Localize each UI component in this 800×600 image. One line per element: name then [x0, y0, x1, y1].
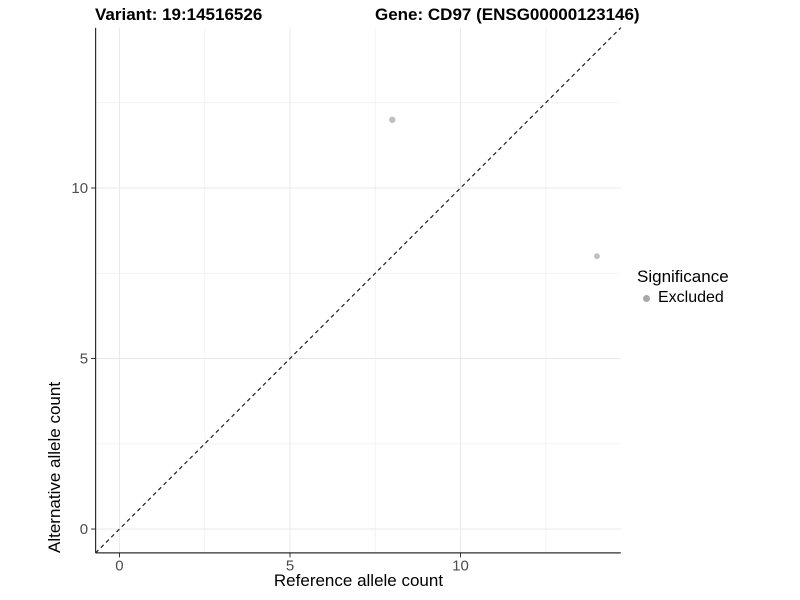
data-point	[389, 116, 396, 123]
plot-title-gene: Gene: CD97 (ENSG00000123146)	[375, 5, 640, 24]
legend: Significance Excluded	[637, 266, 729, 308]
plot-title-variant: Variant: 19:14516526	[95, 5, 263, 24]
y-tick-label: 5	[80, 351, 88, 368]
y-tick-label: 10	[71, 180, 88, 197]
x-axis-title: Reference allele count	[273, 571, 444, 590]
legend-item-label: Excluded	[658, 289, 724, 306]
x-tick-label: 5	[286, 557, 294, 574]
legend-title: Significance	[637, 267, 729, 286]
y-axis-title: Alternative allele count	[45, 381, 64, 553]
identity-line	[95, 27, 622, 554]
y-tick-label: 0	[80, 521, 88, 538]
x-tick-label: 10	[452, 557, 469, 574]
legend-point-swatch	[643, 294, 650, 302]
x-tick-label: 0	[115, 557, 123, 574]
legend-item-excluded: Excluded	[637, 288, 729, 308]
data-point	[594, 253, 600, 260]
